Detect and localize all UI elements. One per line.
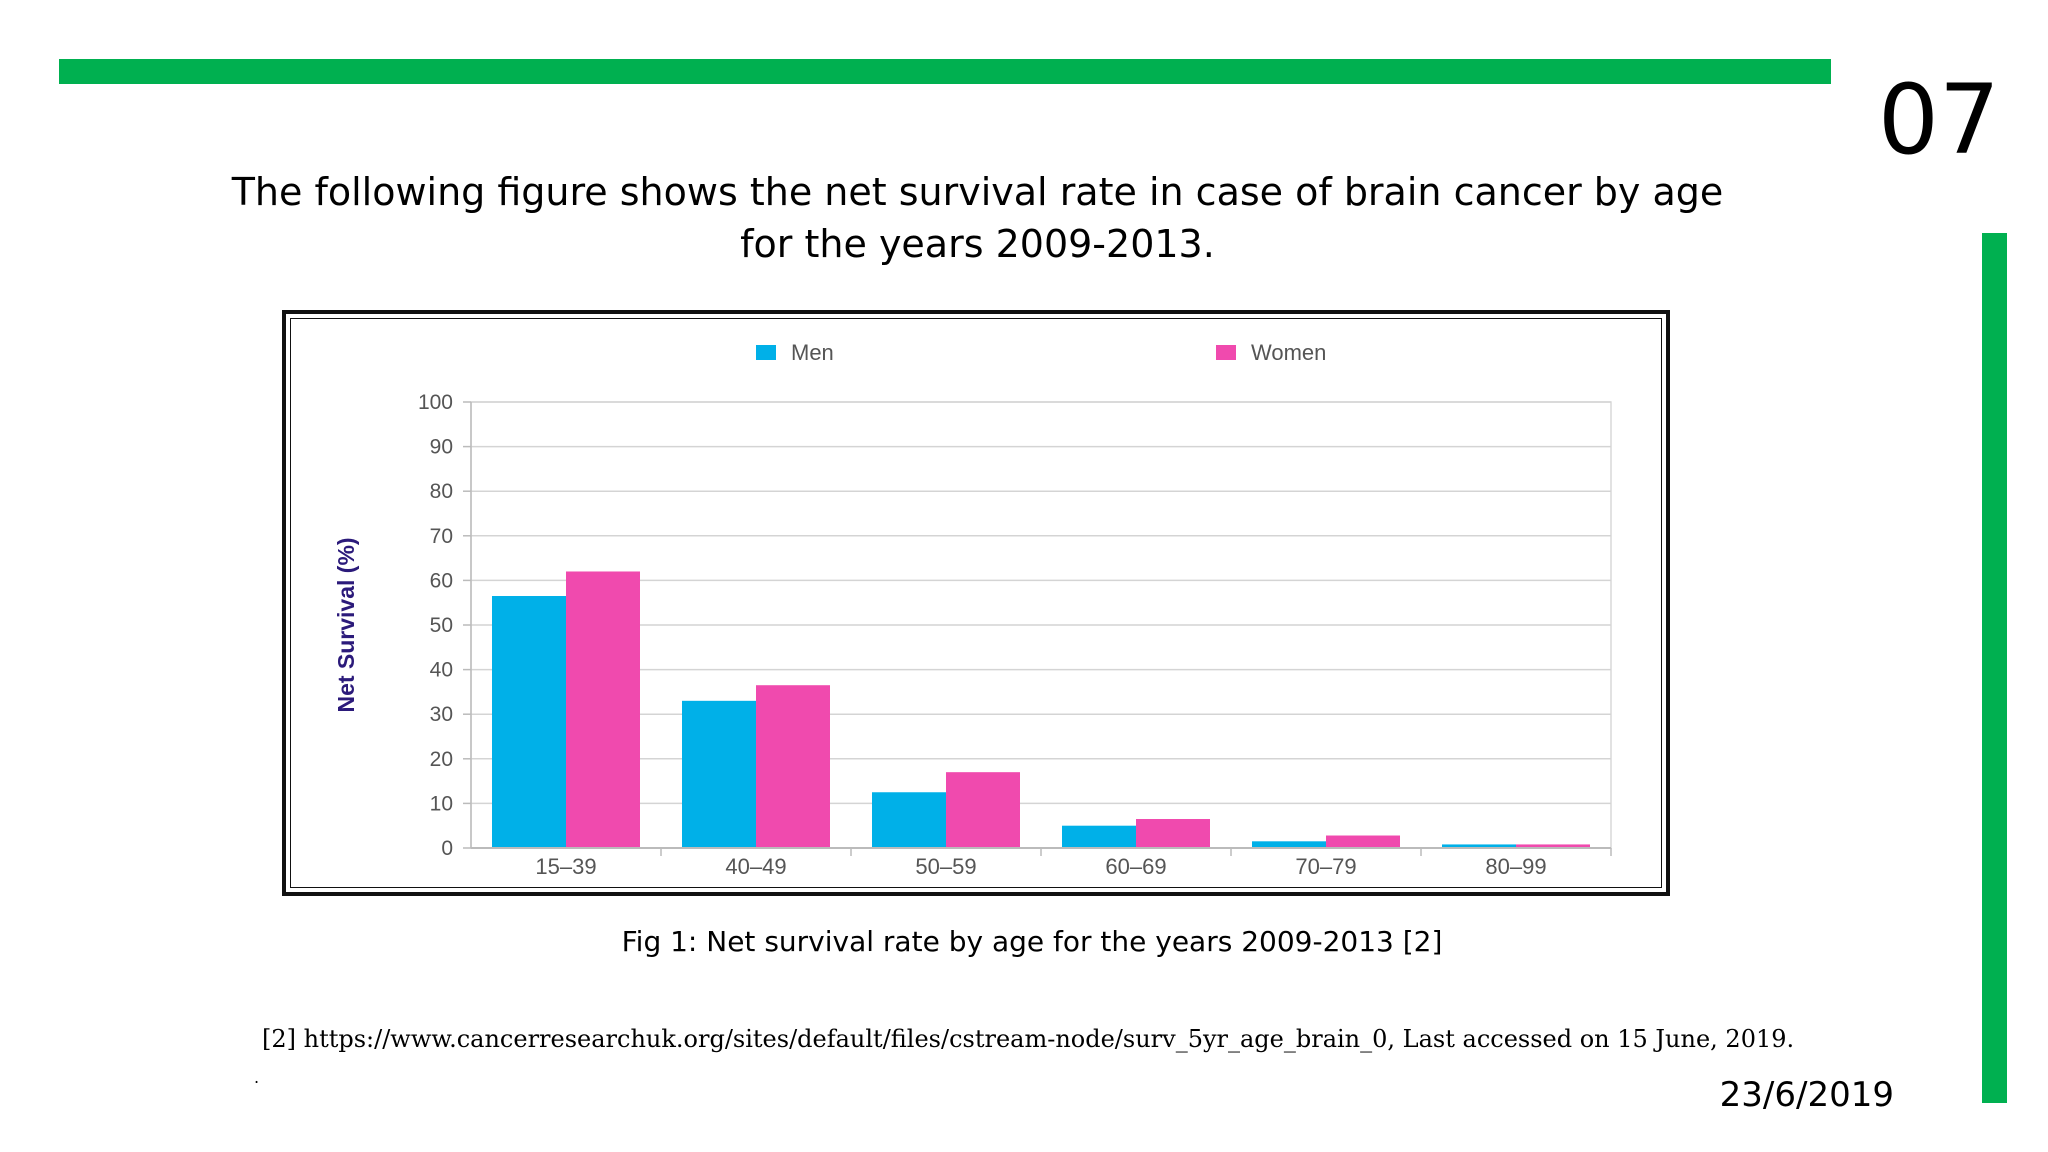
y-tick-label: 50: [430, 614, 453, 637]
y-tick-label: 10: [430, 792, 453, 815]
x-tick-label: 40–49: [725, 854, 786, 879]
legend-swatch-women: [1216, 345, 1236, 360]
y-tick-label: 80: [430, 480, 453, 503]
bar-men-0: [492, 596, 566, 848]
page-number: 07: [1877, 64, 2000, 176]
bar-women-3: [1136, 819, 1210, 848]
slide-heading: The following figure shows the net survi…: [231, 170, 1724, 266]
figure-inner-border: 0 10 20 30 40 50 60 70 80 90 100 Net Survival (%) 15…: [290, 318, 1662, 888]
x-tick-label: 80–99: [1485, 854, 1546, 879]
y-tick-label: 0: [441, 837, 453, 860]
legend-label-men: Men: [791, 340, 834, 365]
y-tick-label: 20: [430, 748, 453, 771]
y-tick-label: 40: [430, 659, 453, 682]
bar-men-2: [872, 792, 946, 848]
bar-men-5: [1442, 844, 1516, 848]
bar-women-5: [1516, 844, 1590, 848]
y-axis-label: Net Survival (%): [333, 537, 359, 712]
legend-label-women: Women: [1251, 340, 1326, 365]
reference-citation: [2] https://www.cancerresearchuk.org/sit…: [262, 1025, 1795, 1053]
top-accent-bar: [59, 59, 1831, 84]
y-tick-label: 60: [430, 569, 453, 592]
x-tick-label: 60–69: [1105, 854, 1166, 879]
slide-date: 23/6/2019: [1719, 1075, 1894, 1115]
bar-men-4: [1252, 841, 1326, 848]
figure-caption: Fig 1: Net survival rate by age for the …: [621, 925, 1443, 958]
y-tick-label: 90: [430, 436, 453, 459]
bar-men-3: [1062, 825, 1136, 848]
bar-women-4: [1326, 835, 1400, 848]
legend-swatch-men: [756, 345, 776, 360]
y-tick-label: 30: [430, 703, 453, 726]
x-tick-label: 15–39: [535, 854, 596, 879]
x-tick-label: 50–59: [915, 854, 976, 879]
bar-chart: 0 10 20 30 40 50 60 70 80 90 100 Net Survival (%) 15…: [333, 340, 1612, 879]
y-tick-label: 100: [418, 391, 453, 414]
bar-men-1: [682, 700, 756, 848]
x-tick-label: 70–79: [1295, 854, 1356, 879]
bar-women-1: [756, 685, 830, 848]
bar-women-2: [946, 772, 1020, 848]
stray-mark: .: [254, 1068, 260, 1087]
side-accent-bar: [1982, 233, 2007, 1103]
figure-frame: 0 10 20 30 40 50 60 70 80 90 100 Net Survival (%) 15…: [282, 310, 1670, 896]
bar-women-0: [566, 571, 640, 848]
y-tick-label: 70: [430, 525, 453, 548]
